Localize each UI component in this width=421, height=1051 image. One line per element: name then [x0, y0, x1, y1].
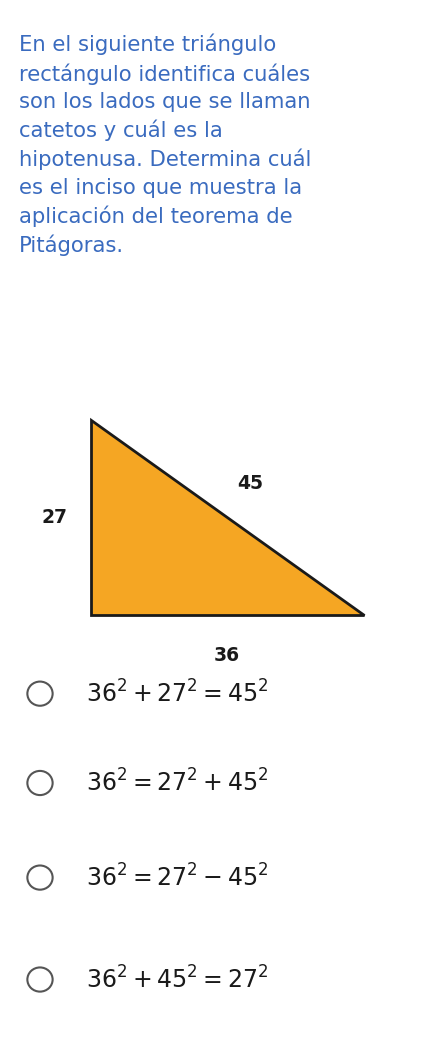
Text: $36^2 + 45^2 = 27^2$: $36^2 + 45^2 = 27^2$	[86, 966, 268, 993]
Text: $36^2 = 27^2 + 45^2$: $36^2 = 27^2 + 45^2$	[86, 769, 268, 797]
Text: $36^2 = 27^2 - 45^2$: $36^2 = 27^2 - 45^2$	[86, 864, 268, 891]
Text: 27: 27	[42, 508, 68, 527]
Text: $36^2 + 27^2 = 45^2$: $36^2 + 27^2 = 45^2$	[86, 680, 268, 707]
Text: En el siguiente triángulo
rectángulo identifica cuáles
son los lados que se llam: En el siguiente triángulo rectángulo ide…	[19, 34, 311, 256]
Text: 45: 45	[237, 474, 264, 493]
Polygon shape	[91, 420, 364, 615]
Text: 36: 36	[213, 646, 240, 665]
